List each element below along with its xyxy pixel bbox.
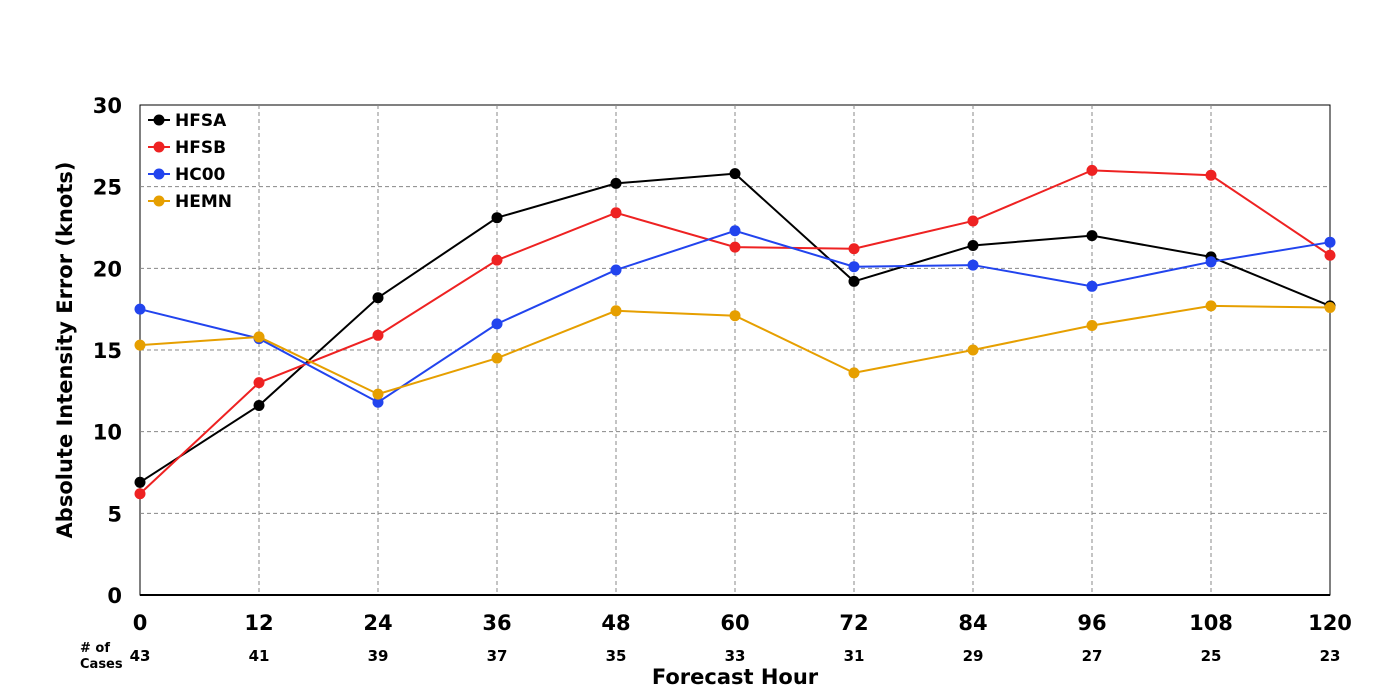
point-hfsa-48 <box>610 177 622 189</box>
y-tick-label-20: 20 <box>93 257 122 281</box>
cases-count-12: 41 <box>249 647 270 665</box>
y-tick-label-5: 5 <box>107 502 122 526</box>
legend-item-hfsa: HFSA <box>148 111 227 131</box>
point-hc00-60 <box>729 225 741 237</box>
series-hemn <box>134 300 1336 400</box>
legend-label-hfsb: HFSB <box>175 138 226 158</box>
legend-item-hemn: HEMN <box>148 192 232 212</box>
x-tick-label-0: 0 <box>133 611 148 635</box>
point-hc00-36 <box>491 318 503 330</box>
cases-count-60: 33 <box>725 647 746 665</box>
grid-layer <box>140 105 1330 595</box>
legend-label-hc00: HC00 <box>175 165 226 185</box>
cases-count-96: 27 <box>1082 647 1103 665</box>
point-hfsa-24 <box>372 292 384 304</box>
legend-item-hc00: HC00 <box>148 165 226 185</box>
point-hfsa-36 <box>491 212 503 224</box>
cases-count-72: 31 <box>844 647 865 665</box>
point-hemn-12 <box>253 331 265 343</box>
point-hfsa-72 <box>848 275 860 287</box>
x-axis-title: Forecast Hour <box>652 665 819 689</box>
point-hemn-24 <box>372 388 384 400</box>
point-hfsb-72 <box>848 243 860 255</box>
point-hfsb-12 <box>253 377 265 389</box>
x-tick-label-72: 72 <box>839 611 868 635</box>
y-tick-label-25: 25 <box>93 176 122 200</box>
x-tick-label-60: 60 <box>720 611 749 635</box>
legend: HFSA HFSB HC00 HEMN <box>148 111 232 212</box>
cases-count-24: 39 <box>368 647 389 665</box>
y-tick-label-30: 30 <box>93 94 122 118</box>
cases-count-84: 29 <box>963 647 984 665</box>
point-hemn-108 <box>1205 300 1217 312</box>
cases-title-line1: # of <box>80 641 110 656</box>
point-hfsa-96 <box>1086 230 1098 242</box>
legend-swatch-marker-hemn <box>153 195 165 207</box>
cases-layer: # of Cases 43 41 39 37 35 33 31 29 27 25 23 <box>80 641 1340 672</box>
point-hfsb-36 <box>491 254 503 266</box>
tick-layer: 0 5 10 15 20 25 30 0 12 24 36 48 60 72 84 96 108 120 <box>93 94 1352 635</box>
legend-label-hfsa: HFSA <box>175 111 227 131</box>
point-hfsb-24 <box>372 329 384 341</box>
x-tick-label-120: 120 <box>1308 611 1352 635</box>
point-hfsb-48 <box>610 207 622 219</box>
point-hemn-84 <box>967 344 979 356</box>
y-tick-label-15: 15 <box>93 339 122 363</box>
point-hfsb-60 <box>729 241 741 253</box>
point-hfsa-60 <box>729 168 741 180</box>
point-hemn-96 <box>1086 320 1098 331</box>
legend-swatch-marker-hfsb <box>153 141 165 153</box>
cases-count-48: 35 <box>606 647 627 665</box>
point-hc00-24 <box>372 396 384 408</box>
point-hemn-48 <box>610 305 622 317</box>
point-hc00-72 <box>848 261 860 273</box>
x-tick-label-48: 48 <box>601 611 630 635</box>
point-hc00-84 <box>967 259 979 271</box>
series-hc00 <box>134 225 1336 408</box>
y-tick-label-10: 10 <box>93 421 122 445</box>
x-tick-label-24: 24 <box>363 611 392 635</box>
x-tick-label-108: 108 <box>1189 611 1233 635</box>
x-tick-label-36: 36 <box>482 611 511 635</box>
cases-count-108: 25 <box>1201 647 1222 665</box>
legend-item-hfsb: HFSB <box>148 138 226 158</box>
legend-label-hemn: HEMN <box>175 192 232 212</box>
point-hc00-108 <box>1205 256 1217 268</box>
cases-count-120: 23 <box>1320 647 1341 665</box>
x-tick-label-84: 84 <box>958 611 987 635</box>
point-hfsa-12 <box>253 400 265 412</box>
y-tick-label-0: 0 <box>107 584 122 608</box>
point-hc00-96 <box>1086 280 1098 292</box>
x-tick-label-96: 96 <box>1077 611 1106 635</box>
cases-title-line2: Cases <box>80 657 123 672</box>
point-hfsa-0 <box>134 476 146 488</box>
legend-swatch-marker-hfsa <box>153 114 165 126</box>
point-hfsb-0 <box>134 488 146 500</box>
series-layer <box>134 164 1336 500</box>
cases-count-36: 37 <box>487 647 508 665</box>
point-hfsb-84 <box>967 215 979 227</box>
point-hc00-0 <box>134 303 146 315</box>
point-hc00-120 <box>1324 236 1336 248</box>
point-hemn-60 <box>729 310 741 322</box>
point-hfsb-120 <box>1324 249 1336 261</box>
x-tick-label-12: 12 <box>244 611 273 635</box>
point-hc00-48 <box>610 264 622 276</box>
point-hfsb-108 <box>1205 169 1217 181</box>
series-hfsb <box>134 164 1336 500</box>
cases-count-0: 43 <box>130 647 151 665</box>
point-hemn-36 <box>491 352 503 364</box>
y-axis-title: Absolute Intensity Error (knots) <box>53 162 77 539</box>
point-hemn-120 <box>1324 302 1336 314</box>
point-hemn-0 <box>134 339 146 351</box>
legend-swatch-marker-hc00 <box>153 168 165 180</box>
point-hfsa-84 <box>967 239 979 251</box>
point-hemn-72 <box>848 367 860 379</box>
point-hfsb-96 <box>1086 164 1098 176</box>
